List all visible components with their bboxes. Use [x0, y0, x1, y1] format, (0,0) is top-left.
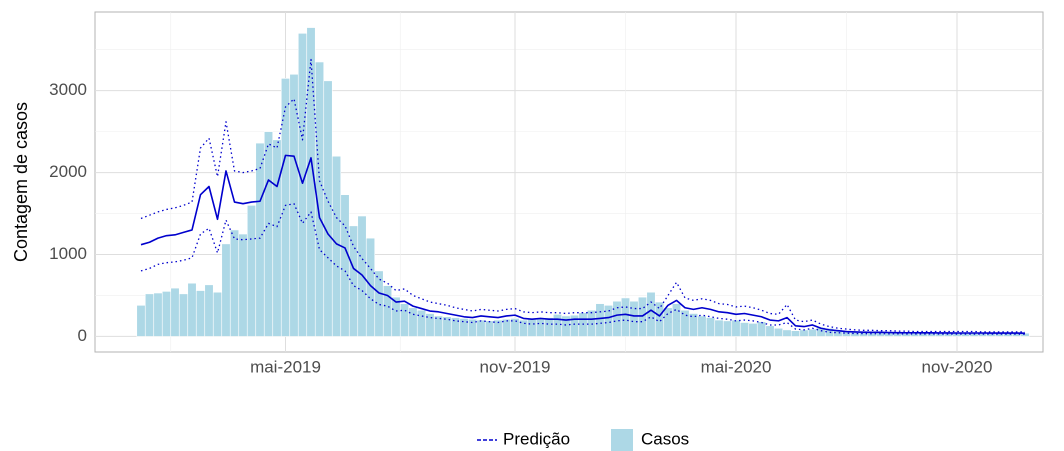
x-tick-label: nov-2020 — [922, 357, 993, 376]
bar — [756, 321, 767, 337]
bar — [416, 309, 427, 337]
legend-label: Casos — [641, 429, 689, 448]
bar — [654, 301, 665, 337]
bar — [153, 292, 163, 337]
bar — [229, 229, 240, 337]
bar — [637, 296, 648, 337]
y-axis-title: Contagem de casos — [11, 102, 31, 262]
bar — [697, 315, 707, 337]
bar — [680, 309, 690, 337]
bar — [246, 205, 257, 337]
bar — [374, 270, 384, 337]
bar — [178, 293, 189, 337]
bar — [348, 225, 359, 337]
bar — [773, 327, 784, 337]
bar — [476, 319, 486, 337]
bar — [136, 305, 146, 337]
bar — [552, 314, 563, 337]
legend-swatch — [611, 429, 633, 451]
bar — [739, 322, 750, 337]
bar — [646, 291, 656, 337]
bar — [595, 303, 605, 337]
bar — [212, 291, 223, 337]
bar — [688, 313, 699, 337]
bar — [603, 305, 614, 337]
bar — [535, 318, 546, 337]
y-tick-label: 0 — [78, 326, 87, 345]
bar — [170, 287, 180, 337]
bar — [569, 314, 580, 337]
bar — [459, 318, 469, 337]
bar — [204, 284, 214, 337]
bar — [221, 243, 231, 337]
bar — [782, 329, 792, 337]
bar — [391, 296, 401, 337]
bar — [399, 303, 410, 337]
bar — [714, 319, 724, 337]
x-tick-label: mai-2019 — [250, 357, 321, 376]
bar — [671, 303, 682, 337]
bar — [187, 282, 197, 337]
bar — [765, 325, 775, 337]
bar — [807, 328, 818, 337]
bar — [297, 33, 308, 337]
bar — [144, 293, 155, 337]
bar — [331, 155, 342, 337]
bar — [161, 291, 172, 337]
bar — [527, 318, 537, 337]
y-tick-label: 1000 — [49, 244, 87, 263]
bar — [705, 317, 716, 337]
bar — [340, 194, 350, 337]
bar — [195, 290, 206, 337]
bar — [629, 300, 639, 337]
bar — [544, 317, 554, 337]
bar — [323, 80, 333, 337]
bar — [484, 320, 495, 337]
bar — [255, 142, 265, 337]
x-tick-label: nov-2019 — [480, 357, 551, 376]
x-tick-label: mai-2020 — [701, 357, 772, 376]
bar — [382, 285, 393, 337]
y-tick-label: 3000 — [49, 80, 87, 99]
bar — [620, 297, 631, 337]
bar — [722, 320, 733, 337]
bar — [748, 323, 758, 337]
prediction-line — [140, 154, 1026, 334]
bar — [586, 309, 597, 337]
bar — [263, 131, 274, 337]
bar — [272, 139, 282, 337]
bar — [408, 307, 418, 337]
bar — [238, 233, 248, 337]
bar — [731, 319, 741, 337]
legend-label: Predição — [503, 429, 570, 448]
upper-bound — [140, 58, 1025, 333]
bar — [280, 78, 291, 337]
bar — [450, 317, 461, 337]
bar — [799, 329, 809, 337]
y-tick-label: 2000 — [49, 162, 87, 181]
bar — [790, 330, 801, 337]
lower-bound — [140, 203, 1026, 335]
bar — [612, 300, 622, 337]
bar — [433, 315, 444, 337]
